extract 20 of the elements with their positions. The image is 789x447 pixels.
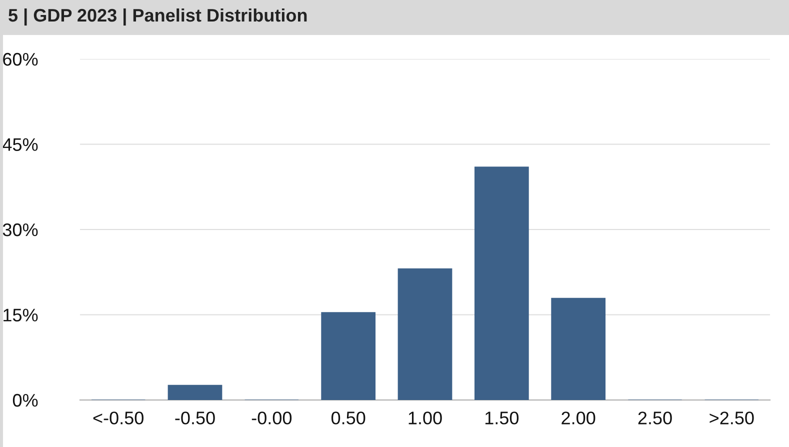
x-tick-label: 0.50	[331, 412, 366, 424]
y-tick-label: 45%	[2, 138, 38, 151]
chart-title: 5 | GDP 2023 | Panelist Distribution	[8, 8, 307, 26]
x-tick-label: -0.00	[252, 412, 292, 424]
y-tick-label: 30%	[2, 223, 38, 236]
y-tick-label: 15%	[4, 308, 38, 322]
x-tick-label: >2.50	[710, 412, 754, 424]
y-tick-label: 60%	[3, 52, 38, 66]
bar	[168, 384, 222, 400]
x-tick-label: <-0.50	[93, 412, 144, 424]
bar	[321, 312, 376, 400]
x-tick-label: 2.00	[562, 412, 596, 424]
x-tick-label: -0.50	[175, 412, 215, 424]
x-tick-label: 1.00	[408, 412, 442, 424]
x-tick-label: 2.50	[638, 412, 672, 424]
y-tick-label: 0%	[12, 394, 38, 407]
bar	[474, 166, 529, 400]
x-tick-label: 1.50	[485, 412, 519, 424]
bar	[551, 298, 606, 400]
bar	[398, 268, 452, 400]
